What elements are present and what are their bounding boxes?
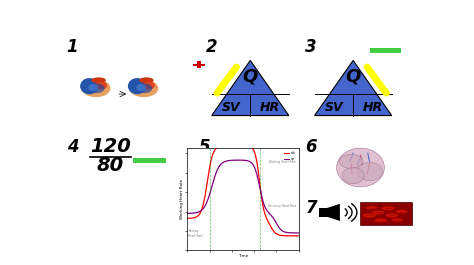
Text: 4: 4 <box>66 138 78 156</box>
Text: 120: 120 <box>90 137 131 156</box>
FancyBboxPatch shape <box>360 202 412 225</box>
Ellipse shape <box>129 80 158 97</box>
Ellipse shape <box>88 84 99 91</box>
Text: SV: SV <box>222 101 240 114</box>
Ellipse shape <box>95 81 107 90</box>
Legend: ath, np: ath, np <box>283 150 297 162</box>
Text: Q: Q <box>243 68 258 86</box>
Ellipse shape <box>143 81 155 90</box>
Ellipse shape <box>382 206 395 211</box>
Text: 1: 1 <box>66 38 78 56</box>
Ellipse shape <box>91 77 106 83</box>
FancyBboxPatch shape <box>192 64 205 66</box>
Ellipse shape <box>372 210 384 214</box>
Text: Recovery Heart Rate: Recovery Heart Rate <box>268 204 296 208</box>
X-axis label: Time: Time <box>238 254 248 258</box>
Ellipse shape <box>136 84 146 91</box>
Text: Working Heart Rate: Working Heart Rate <box>269 160 296 164</box>
Ellipse shape <box>80 78 99 94</box>
Text: 6: 6 <box>305 138 317 156</box>
Ellipse shape <box>337 148 384 187</box>
Ellipse shape <box>342 167 364 184</box>
Ellipse shape <box>339 154 363 169</box>
Ellipse shape <box>365 206 377 210</box>
Ellipse shape <box>90 83 105 93</box>
Ellipse shape <box>128 78 146 94</box>
Text: 5: 5 <box>199 138 210 156</box>
FancyBboxPatch shape <box>197 61 201 68</box>
Ellipse shape <box>138 83 152 93</box>
Ellipse shape <box>139 77 154 83</box>
Y-axis label: Working Heart Rate: Working Heart Rate <box>180 179 184 219</box>
Polygon shape <box>327 204 340 221</box>
Text: 7: 7 <box>305 199 317 217</box>
Text: 3: 3 <box>305 38 317 56</box>
Ellipse shape <box>374 219 387 223</box>
Text: Q: Q <box>346 68 361 86</box>
FancyBboxPatch shape <box>133 158 166 164</box>
FancyBboxPatch shape <box>319 208 327 217</box>
Polygon shape <box>212 60 289 116</box>
FancyBboxPatch shape <box>370 48 401 53</box>
Ellipse shape <box>392 218 403 222</box>
Text: 80: 80 <box>97 156 124 175</box>
Ellipse shape <box>396 210 408 214</box>
Ellipse shape <box>363 213 377 218</box>
Ellipse shape <box>82 80 110 97</box>
Text: SV: SV <box>325 101 343 114</box>
Ellipse shape <box>357 162 383 181</box>
Polygon shape <box>315 60 392 116</box>
Text: 2: 2 <box>206 38 218 56</box>
Text: HR: HR <box>362 101 383 114</box>
Ellipse shape <box>385 213 398 218</box>
Text: Resting
Heart Rate: Resting Heart Rate <box>188 229 203 238</box>
Text: HR: HR <box>259 101 280 114</box>
